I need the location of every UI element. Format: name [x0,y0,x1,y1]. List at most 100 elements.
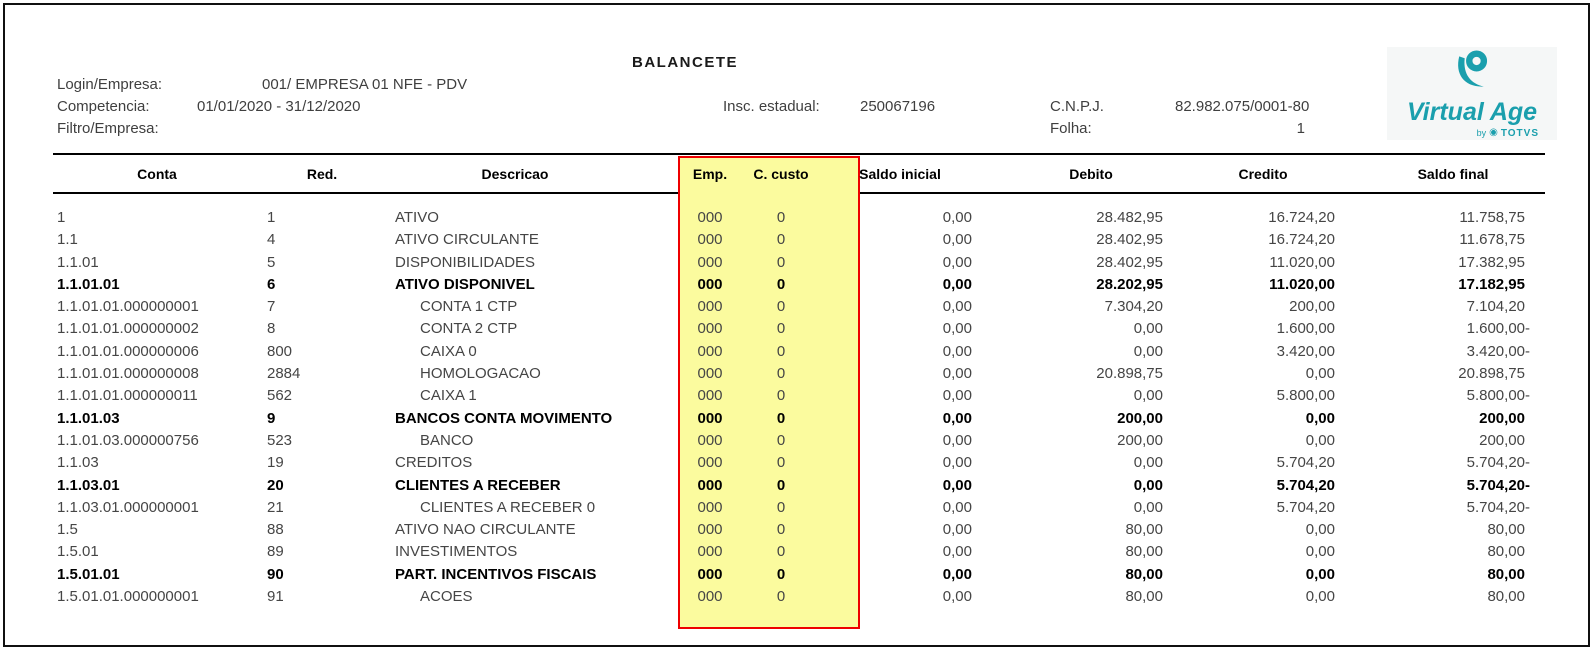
descricao-cell: DISPONIBILIDADES [395,253,536,271]
ccusto-cell: 0 [776,387,786,405]
table-row: 1.5.01.01.000000001 91 ACOES 000 0 0,00 80,00 0… [5,586,1588,608]
byline-by: by [1476,128,1487,138]
debito-cell: 0,00 [1133,387,1163,405]
table-row: 1.1.01.03 9 BANCOS CONTA MOVIMENTO 000 0 0,00… [5,408,1588,430]
saldo-inicial-cell: 0,00 [942,298,972,316]
credito-cell: 0,00 [1305,365,1335,383]
table-row: 1.1.01.01.000000011 562 CAIXA 1 000 0 0,00 0,0… [5,385,1588,407]
table-row: 1.1.01.01.000000001 7 CONTA 1 CTP 000 0 0,00 7… [5,296,1588,318]
ccusto-cell: 0 [776,409,786,427]
report-page: BALANCETE Login/Empresa: 001/ EMPRESA 01… [3,3,1590,647]
saldo-final-cell: 17.382,95 [1458,253,1525,271]
saldo-inicial-cell: 0,00 [942,365,972,383]
emp-cell: 000 [697,543,723,561]
red-cell: 2884 [267,365,301,383]
saldo-inicial-cell: 0,00 [942,342,972,360]
saldo-inicial-cell: 0,00 [942,209,972,226]
saldo-final-cell: 17.182,95 [1458,275,1525,293]
descricao-cell: CAIXA 0 [420,342,477,360]
debito-cell: 28.402,95 [1096,253,1163,271]
emp-cell: 000 [697,275,723,293]
column-header-saldo-final: Saldo final [1417,166,1489,182]
folha-label: Folha: [1050,120,1092,137]
saldo-final-cell: 5.704,20- [1466,454,1530,472]
login-empresa-value: 001/ EMPRESA 01 NFE - PDV [262,76,468,93]
cnpj-value: 82.982.075/0001-80 [1175,98,1310,115]
red-cell: 1 [267,209,276,226]
ccusto-cell: 0 [776,365,786,383]
emp-cell: 000 [697,342,723,360]
debito-cell: 0,00 [1133,342,1163,360]
emp-cell: 000 [697,365,723,383]
cnpj-label: C.N.P.J. [1050,98,1104,115]
conta-cell: 1.1.03.01 [57,476,120,494]
ccusto-cell: 0 [776,476,786,494]
saldo-inicial-cell: 0,00 [942,498,972,516]
saldo-inicial-cell: 0,00 [942,454,972,472]
descricao-cell: CREDITOS [395,454,473,472]
credito-cell: 5.704,20 [1276,454,1335,472]
saldo-inicial-cell: 0,00 [942,320,972,338]
saldo-final-cell: 11.758,75 [1459,209,1525,226]
red-cell: 562 [267,387,293,405]
descricao-cell: CONTA 1 CTP [420,298,518,316]
saldo-inicial-cell: 0,00 [942,476,972,494]
credito-cell: 5.704,20 [1276,476,1335,494]
red-cell: 6 [267,275,276,293]
insc-estadual-label: Insc. estadual: [723,98,820,115]
column-header-descricao: Descricao [481,166,549,182]
saldo-final-cell: 3.420,00- [1466,342,1530,360]
red-cell: 523 [267,431,293,449]
table-header-row: Conta Red. Descricao Emp. C. custo Saldo… [5,155,1588,193]
red-cell: 88 [267,521,284,539]
debito-cell: 20.898,75 [1096,365,1163,383]
credito-cell: 0,00 [1305,409,1335,427]
column-header-saldo-inicial: Saldo inicial [859,166,941,182]
red-cell: 91 [267,588,284,606]
saldo-final-cell: 5.704,20- [1466,476,1530,494]
credito-cell: 11.020,00 [1269,275,1335,293]
conta-cell: 1.1.01 [57,253,99,271]
conta-cell: 1.1.01.01 [57,275,120,293]
debito-cell: 200,00 [1117,409,1163,427]
emp-ccusto-highlight [678,156,860,629]
red-cell: 7 [267,298,276,316]
emp-cell: 000 [697,476,723,494]
conta-cell: 1.1.01.01.000000008 [57,365,199,383]
debito-cell: 80,00 [1125,565,1163,583]
ccusto-cell: 0 [776,253,786,271]
red-cell: 19 [267,454,284,472]
table-row: 1.1.03 19 CREDITOS 000 0 0,00 0,00 5.704,20 5.70… [5,452,1588,474]
conta-cell: 1.1.03 [57,454,99,472]
credito-cell: 0,00 [1305,588,1335,606]
column-header-conta: Conta [137,166,177,182]
conta-cell: 1.1.01.01.000000006 [57,342,199,360]
descricao-cell: INVESTIMENTOS [395,543,518,561]
red-cell: 89 [267,543,284,561]
debito-cell: 0,00 [1133,476,1163,494]
ccusto-cell: 0 [776,521,786,539]
report-title: BALANCETE [632,54,738,71]
debito-cell: 80,00 [1125,588,1163,606]
saldo-final-cell: 80,00 [1487,565,1525,583]
saldo-inicial-cell: 0,00 [942,588,972,606]
ccusto-cell: 0 [776,454,786,472]
emp-cell: 000 [697,565,723,583]
saldo-final-cell: 200,00 [1479,409,1525,427]
saldo-final-cell: 80,00 [1487,521,1525,539]
saldo-final-cell: 80,00 [1487,543,1525,561]
totvs-brand: TOTVS [1500,127,1539,139]
table-top-rule [53,153,1545,155]
virtual-age-logo: Virtual Age by ◉ TOTVS [1387,47,1557,140]
column-header-credito: Credito [1238,166,1288,182]
emp-cell: 000 [697,298,723,316]
login-empresa-label: Login/Empresa: [57,76,163,93]
debito-cell: 200,00 [1117,431,1163,449]
debito-cell: 0,00 [1133,454,1163,472]
emp-cell: 000 [697,588,723,606]
descricao-cell: CONTA 2 CTP [420,320,518,338]
conta-cell: 1.1.01.01.000000011 [57,387,198,405]
table-row: 1.1.01 5 DISPONIBILIDADES 000 0 0,00 28.402,95… [5,252,1588,274]
debito-cell: 28.202,95 [1096,275,1163,293]
saldo-final-cell: 20.898,75 [1458,365,1525,383]
